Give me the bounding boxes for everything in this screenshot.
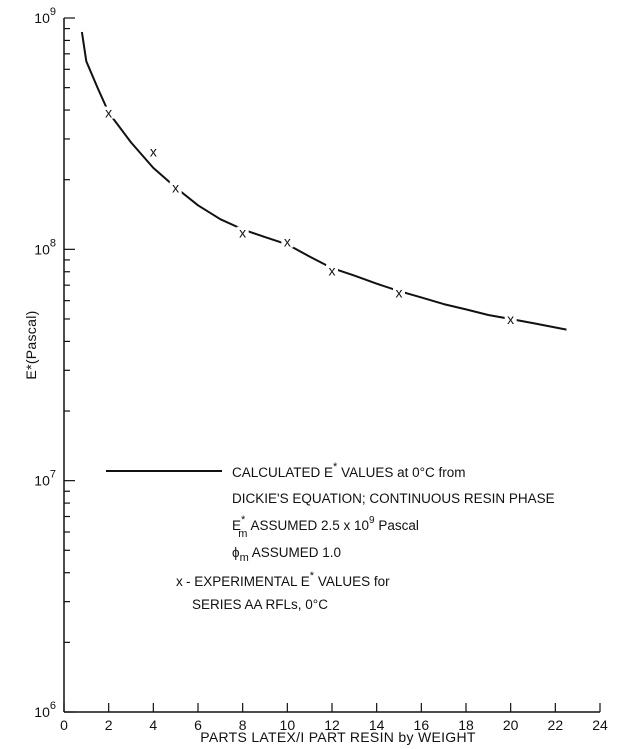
legend-line-label-2: DICKIE'S EQUATION; CONTINUOUS RESIN PHAS…	[232, 491, 555, 506]
x-tick-label: 24	[592, 717, 608, 733]
y-tick-label: 108	[34, 237, 56, 257]
calculated-curve	[80, 31, 567, 331]
x-tick-label: 10	[280, 717, 296, 733]
y-tick-label: 109	[34, 6, 56, 26]
data-point: x	[507, 311, 514, 327]
x-tick-label: 8	[239, 717, 247, 733]
x-tick-label: 22	[548, 717, 564, 733]
y-tick-label: 107	[34, 469, 56, 489]
legend-line-label-1: CALCULATED E* VALUES at 0°C from	[232, 461, 466, 480]
x-tick-label: 14	[369, 717, 385, 733]
data-point-gap	[147, 145, 160, 158]
y-axis-title: E*(Pascal)	[23, 310, 39, 379]
ticks	[63, 17, 601, 713]
legend: CALCULATED E* VALUES at 0°C from DICKIE'…	[106, 461, 555, 612]
data-point-gap	[326, 264, 338, 277]
data-point: x	[284, 234, 291, 250]
data-point: x	[105, 105, 112, 121]
data-point-gap	[169, 181, 182, 194]
x-tick-label: 18	[458, 717, 474, 733]
data-point: x	[329, 263, 336, 279]
data-point: x	[396, 285, 403, 301]
series-layer	[80, 31, 567, 331]
x-tick-label: 0	[60, 717, 68, 733]
legend-marker-symbol: x	[176, 574, 183, 589]
y-tick-label: 106	[34, 700, 56, 720]
data-point: x	[172, 180, 179, 196]
y-axis-title-group: E*(Pascal)	[23, 310, 39, 379]
axes	[63, 18, 600, 713]
data-point: x	[239, 225, 246, 241]
data-point: x	[150, 143, 157, 159]
data-point-gap	[504, 312, 517, 325]
x-axis-title: PARTS LATEX/I PART RESIN by WEIGHT	[200, 729, 476, 745]
data-point-gap	[393, 286, 405, 299]
data-point-gap	[102, 106, 115, 119]
legend-marker-label-2: SERIES AA RFLs, 0°C	[192, 597, 328, 612]
x-tick-label: 2	[105, 717, 113, 733]
legend-em-assumption: E* m ASSUMED 2.5 x 109 Pascal	[232, 514, 419, 540]
x-tick-label: 6	[194, 717, 202, 733]
x-tick-label: 12	[324, 717, 340, 733]
x-tick-label: 20	[503, 717, 519, 733]
marker-layer: x x x x x x x x	[102, 105, 517, 327]
x-tick-label: 4	[149, 717, 157, 733]
data-point-gap	[281, 235, 294, 248]
legend-marker-label-1: - EXPERIMENTAL E* VALUES for	[186, 570, 390, 589]
data-point-gap	[236, 226, 249, 239]
legend-phi-assumption: ϕm ASSUMED 1.0	[232, 545, 341, 564]
x-tick-label: 16	[414, 717, 430, 733]
